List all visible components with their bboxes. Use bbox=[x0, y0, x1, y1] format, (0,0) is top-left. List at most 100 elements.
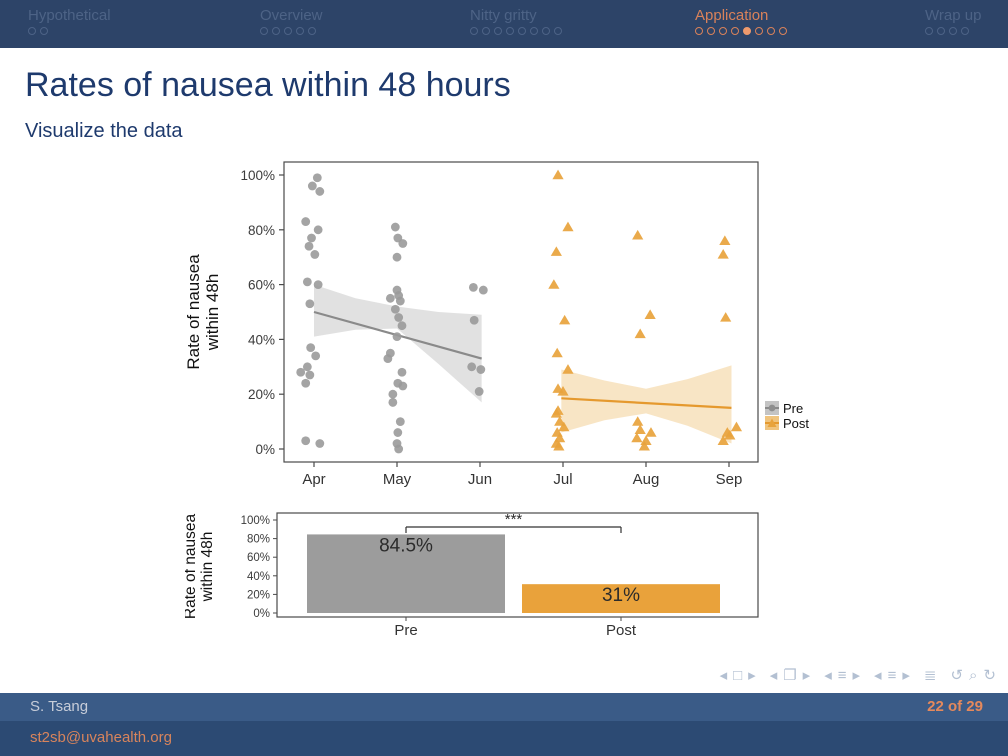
data-point-pre bbox=[301, 378, 311, 388]
header-section-application: Application bbox=[695, 7, 787, 35]
data-point-pre bbox=[311, 351, 321, 361]
section-dot[interactable] bbox=[482, 27, 490, 35]
section-dot-row bbox=[470, 27, 562, 35]
nav-group: ◂ ❐ ▸ bbox=[770, 666, 811, 686]
section-dot-current[interactable] bbox=[743, 27, 751, 35]
section-dot[interactable] bbox=[518, 27, 526, 35]
data-point-pre bbox=[296, 367, 306, 377]
section-dot[interactable] bbox=[925, 27, 933, 35]
author: S. Tsang bbox=[30, 698, 89, 715]
data-point-pre bbox=[302, 362, 312, 372]
data-point-post bbox=[724, 429, 736, 440]
nav-prev-icon[interactable]: ◂ bbox=[824, 667, 832, 684]
data-point-post bbox=[552, 169, 564, 180]
x-tick-label: May bbox=[383, 471, 412, 488]
section-dot[interactable] bbox=[542, 27, 550, 35]
y-tick-label: 100% bbox=[240, 168, 275, 183]
y-tick-label: 80% bbox=[247, 534, 270, 546]
section-dot[interactable] bbox=[470, 27, 478, 35]
email-link[interactable]: st2sb@uvahealth.org bbox=[30, 729, 172, 746]
section-dot[interactable] bbox=[707, 27, 715, 35]
nav-group: ◂ ≡ ▸ bbox=[824, 666, 860, 686]
section-dot[interactable] bbox=[937, 27, 945, 35]
bar-value-label: 84.5% bbox=[379, 535, 433, 556]
page-indicator: 22 of 29 bbox=[927, 698, 983, 715]
section-dot[interactable] bbox=[272, 27, 280, 35]
x-tick-label: Sep bbox=[716, 471, 743, 488]
section-label[interactable]: Wrap up bbox=[925, 7, 982, 24]
section-dot[interactable] bbox=[308, 27, 316, 35]
confidence-band-pre bbox=[314, 284, 482, 403]
nav-search-icon[interactable]: ⌕ bbox=[969, 667, 978, 684]
section-dot[interactable] bbox=[506, 27, 514, 35]
section-dot[interactable] bbox=[530, 27, 538, 35]
nav-frames-icon[interactable]: ❐ bbox=[783, 667, 797, 684]
section-dot[interactable] bbox=[719, 27, 727, 35]
data-point-post bbox=[730, 421, 743, 432]
section-label[interactable]: Nitty gritty bbox=[470, 7, 537, 24]
section-dot[interactable] bbox=[28, 27, 36, 35]
section-dot[interactable] bbox=[260, 27, 268, 35]
nav-undo-icon[interactable]: ↺ bbox=[950, 667, 964, 684]
nav-section-icon[interactable]: ≡ bbox=[887, 667, 897, 684]
section-dot[interactable] bbox=[949, 27, 957, 35]
data-point-post bbox=[717, 435, 729, 445]
section-dot[interactable] bbox=[961, 27, 969, 35]
nav-prev-icon[interactable]: ◂ bbox=[719, 667, 728, 684]
nav-redo-icon[interactable]: ↻ bbox=[983, 667, 996, 684]
x-category-label: Post bbox=[606, 622, 637, 639]
section-dot[interactable] bbox=[695, 27, 703, 35]
section-label[interactable]: Overview bbox=[260, 7, 323, 24]
section-dot[interactable] bbox=[554, 27, 562, 35]
header-section-overview: Overview bbox=[260, 7, 323, 35]
nav-group: ↺ ⌕ ↻ bbox=[950, 666, 996, 686]
data-point-pre bbox=[397, 321, 407, 331]
data-point-pre bbox=[478, 285, 488, 295]
bar-post bbox=[522, 584, 720, 613]
nav-prev-icon[interactable]: ◂ bbox=[874, 667, 882, 684]
section-dot[interactable] bbox=[755, 27, 763, 35]
section-label[interactable]: Hypothetical bbox=[28, 7, 111, 24]
nav-next-icon[interactable]: ▸ bbox=[748, 667, 756, 684]
data-point-pre bbox=[310, 250, 320, 259]
legend-label-post: Post bbox=[783, 416, 809, 431]
nav-next-icon[interactable]: ▸ bbox=[802, 667, 811, 684]
nav-slide-icon[interactable]: □ bbox=[733, 667, 743, 684]
data-point-post bbox=[550, 407, 562, 418]
data-point-post bbox=[719, 235, 731, 245]
nav-group: ◂ ≡ ▸ bbox=[874, 666, 910, 686]
data-point-pre bbox=[468, 282, 478, 292]
section-dot[interactable] bbox=[767, 27, 775, 35]
section-label[interactable]: Application bbox=[695, 7, 769, 24]
data-point-post bbox=[562, 364, 574, 374]
data-point-post bbox=[558, 421, 570, 432]
header-section-hypothetical: Hypothetical bbox=[28, 7, 111, 35]
data-point-post bbox=[554, 416, 566, 426]
section-dot[interactable] bbox=[779, 27, 787, 35]
y-tick-label: 80% bbox=[248, 223, 275, 238]
data-point-pre bbox=[312, 173, 322, 183]
data-point-post bbox=[717, 249, 729, 259]
section-dot[interactable] bbox=[494, 27, 502, 35]
data-point-pre bbox=[307, 233, 316, 243]
data-point-pre bbox=[467, 362, 477, 372]
y-tick-label: 60% bbox=[247, 552, 270, 564]
data-point-pre bbox=[388, 389, 398, 399]
section-dot[interactable] bbox=[284, 27, 292, 35]
nav-subsection-icon[interactable]: ≡ bbox=[837, 667, 847, 684]
section-dot[interactable] bbox=[731, 27, 739, 35]
data-point-pre bbox=[474, 387, 484, 396]
section-dot[interactable] bbox=[296, 27, 304, 35]
slide-subtitle: Visualize the data bbox=[25, 120, 183, 142]
nav-prev-icon[interactable]: ◂ bbox=[769, 667, 778, 684]
section-dot[interactable] bbox=[40, 27, 48, 35]
nav-next-icon[interactable]: ▸ bbox=[852, 667, 861, 684]
data-point-pre bbox=[315, 187, 325, 196]
nav-next-icon[interactable]: ▸ bbox=[902, 667, 910, 684]
data-point-post bbox=[638, 440, 650, 451]
y-axis-label: Rate of nauseawithin 48h bbox=[185, 254, 222, 370]
nav-appendix-icon[interactable]: ≣ bbox=[923, 667, 937, 684]
footer-author-bar: S. Tsang 22 of 29 bbox=[0, 693, 1008, 721]
